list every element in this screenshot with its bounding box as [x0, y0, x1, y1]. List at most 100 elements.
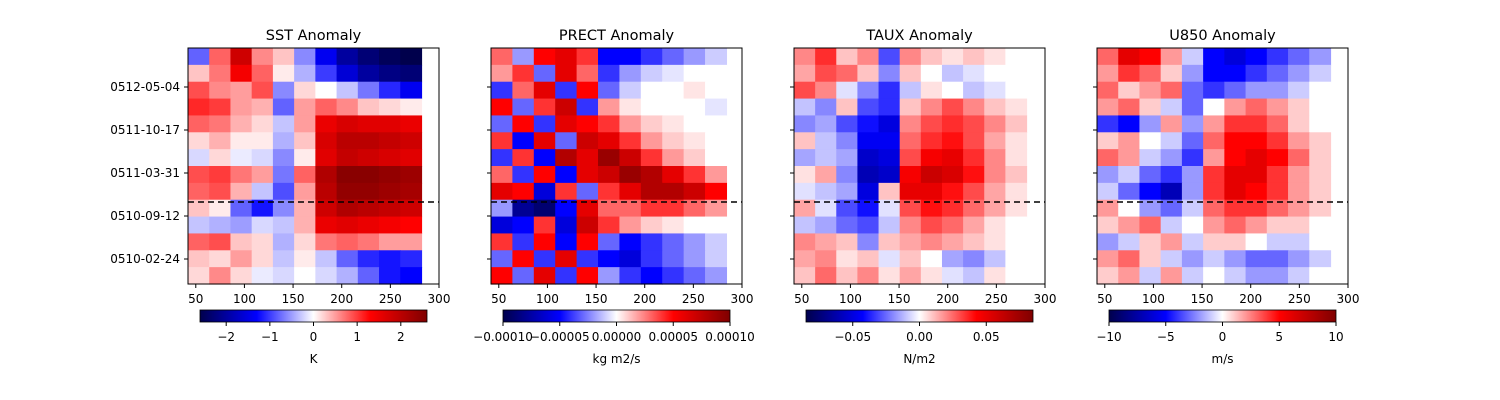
heatmap-cell: [662, 199, 685, 218]
x-axis-sst: 50 100 150 200 250 300: [188, 284, 450, 306]
heatmap-cell: [920, 98, 943, 117]
heatmap-cell: [1203, 149, 1225, 167]
x-tick-label: 100: [233, 292, 256, 306]
heatmap-cell: [640, 233, 663, 251]
heatmap-cell: [878, 182, 901, 201]
heatmap-cell: [400, 48, 423, 66]
heatmap-cell: [533, 115, 556, 133]
heatmap-cell: [1288, 267, 1310, 285]
heatmap-cell: [815, 267, 837, 285]
x-tick-label: 50: [794, 292, 809, 306]
heatmap-cell: [857, 115, 880, 133]
heatmap-cell: [1224, 216, 1247, 235]
axes-frame-taux: [793, 47, 1046, 285]
heatmap-cell: [400, 216, 423, 235]
heatmap-cell: [794, 81, 816, 100]
heatmap-cell: [598, 115, 621, 133]
heatmap-cell: [878, 166, 901, 184]
colorbar-gradient: [502, 309, 731, 323]
heatmap-cell: [336, 216, 359, 235]
heatmap-cell: [984, 216, 1006, 235]
heatmap-cell: [491, 132, 513, 150]
heatmap-cell: [1097, 132, 1119, 150]
heatmap-cell: [230, 216, 253, 235]
heatmap-cell: [1224, 182, 1247, 201]
heatmap-cell: [209, 132, 232, 150]
heatmap-cell: [899, 216, 922, 235]
heatmap-cell: [920, 250, 943, 268]
heatmap-cell: [1139, 149, 1162, 167]
heatmap-cell: [1139, 250, 1162, 268]
heatmap-cell: [294, 64, 316, 83]
heatmap-cell: [1288, 182, 1310, 201]
heatmap-cell: [1245, 250, 1268, 268]
heatmap-cell: [491, 64, 513, 83]
heatmap-cell: [1245, 216, 1268, 235]
heatmap-cell: [315, 267, 338, 285]
heatmap-cell: [336, 98, 359, 117]
heatmap-cell: [899, 166, 922, 184]
heatmap-cell: [941, 182, 964, 201]
heatmap-cell: [555, 98, 578, 117]
heatmap-cell: [1097, 81, 1119, 100]
heatmap-cell: [555, 233, 578, 251]
x-tick-label: 250: [682, 292, 705, 306]
heatmap-cell: [336, 81, 359, 100]
colorbar-label-u850: m/s: [1212, 352, 1234, 366]
colorbar-tick-label: 5: [1275, 330, 1283, 344]
heatmap-cell: [576, 233, 599, 251]
heatmap-cell: [1160, 267, 1183, 285]
x-tick-label: 200: [1239, 292, 1262, 306]
heatmap-cell: [920, 233, 943, 251]
panel-title-taux: TAUX Anomaly: [865, 28, 973, 44]
heatmap-taux: [794, 48, 1028, 285]
heatmap-cell: [598, 216, 621, 235]
heatmap-cell: [1309, 250, 1332, 268]
heatmap-cell: [857, 199, 880, 218]
heatmap-cell: [1266, 216, 1289, 235]
heatmap-cell: [512, 182, 535, 201]
y-tick-label: 0510-09-12: [110, 209, 180, 223]
heatmap-cell: [683, 48, 706, 66]
colorbar-gradient: [805, 309, 1034, 323]
heatmap-cell: [188, 149, 210, 167]
heatmap-cell: [209, 182, 232, 201]
heatmap-cell: [619, 166, 642, 184]
heatmap-cell: [209, 267, 232, 285]
heatmap-cell: [1118, 48, 1141, 66]
colorbar-sst: −2 −1 0 1 2: [199, 309, 428, 344]
heatmap-cell: [899, 149, 922, 167]
heatmap-cell: [619, 250, 642, 268]
heatmap-cell: [857, 132, 880, 150]
y-axis-prect: [487, 86, 491, 260]
colorbar-tick-label: −5: [1157, 330, 1175, 344]
heatmap-cell: [251, 64, 274, 83]
colorbar-tick-label: −1: [261, 330, 279, 344]
x-tick-label: 250: [1288, 292, 1311, 306]
x-tick-label: 300: [428, 292, 451, 306]
heatmap-cell: [1097, 166, 1119, 184]
heatmap-cell: [836, 233, 859, 251]
heatmap-cell: [379, 250, 401, 268]
heatmap-sst: [188, 48, 423, 285]
heatmap-cell: [1097, 216, 1119, 235]
heatmap-cell: [815, 166, 837, 184]
heatmap-cell: [294, 81, 316, 100]
heatmap-cell: [1139, 233, 1162, 251]
heatmap-cell: [598, 98, 621, 117]
heatmap-cell: [1224, 48, 1247, 66]
heatmap-cell: [640, 149, 663, 167]
heatmap-cell: [512, 216, 535, 235]
heatmap-cell: [1118, 199, 1141, 218]
heatmap-cell: [941, 199, 964, 218]
heatmap-cell: [188, 98, 210, 117]
heatmap-cell: [662, 250, 685, 268]
heatmap-cell: [1005, 98, 1028, 117]
heatmap-cell: [251, 182, 274, 201]
colorbar-tick-label: 0.05: [973, 330, 1000, 344]
heatmap-cell: [984, 149, 1006, 167]
heatmap-cell: [1181, 48, 1204, 66]
heatmap-cell: [533, 267, 556, 285]
heatmap-cell: [815, 216, 837, 235]
